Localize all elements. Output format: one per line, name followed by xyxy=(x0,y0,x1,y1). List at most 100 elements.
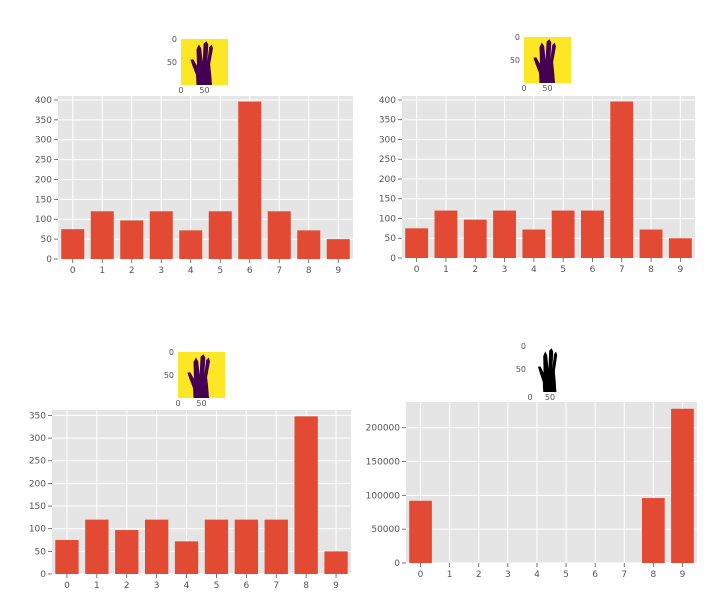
hand-silhouette xyxy=(538,348,558,392)
x-tick-label: 9 xyxy=(677,265,683,275)
y-tick-label: 200000 xyxy=(366,424,401,434)
thumb-x-tick-label: 50 xyxy=(196,399,206,408)
x-tick-label: 8 xyxy=(306,266,312,276)
y-tick-label: 100 xyxy=(379,214,396,224)
x-tick-label: 0 xyxy=(64,581,70,591)
y-tick-label: 250 xyxy=(35,156,52,166)
x-tick-label: 1 xyxy=(447,570,453,580)
y-tick-label: 100 xyxy=(35,215,52,225)
x-tick-label: 7 xyxy=(273,581,279,591)
thumb-x-tick-label: 50 xyxy=(542,84,552,93)
y-tick-label: 50 xyxy=(35,547,47,557)
hand-silhouette xyxy=(533,39,556,83)
bar-9 xyxy=(671,408,694,563)
bar-0 xyxy=(405,228,429,258)
x-tick-label: 3 xyxy=(154,581,160,591)
bar-1 xyxy=(90,211,114,259)
y-tick-label: 150 xyxy=(29,502,46,512)
y-tick-label: 350 xyxy=(379,116,396,126)
x-tick-label: 1 xyxy=(443,265,449,275)
x-tick-label: 8 xyxy=(303,581,309,591)
bar-1 xyxy=(434,210,458,258)
thumb-x-tick-label: 0 xyxy=(178,86,183,95)
x-tick-label: 6 xyxy=(592,570,598,580)
hand-silhouette xyxy=(190,41,213,85)
x-tick-label: 7 xyxy=(621,570,627,580)
y-tick-label: 0 xyxy=(46,255,52,265)
thumb-y-tick-label: 50 xyxy=(516,365,526,374)
y-tick-label: 150000 xyxy=(366,458,401,468)
bar-6 xyxy=(234,519,259,574)
y-tick-label: 300 xyxy=(29,434,46,444)
x-tick-label: 0 xyxy=(418,570,424,580)
hand-silhouette xyxy=(187,354,210,398)
y-tick-label: 50 xyxy=(385,234,397,244)
bar-2 xyxy=(115,530,139,574)
thumb-y-tick-label: 0 xyxy=(515,33,520,42)
thumb-y-tick-label: 50 xyxy=(164,371,174,380)
thumb-x-tick-label: 50 xyxy=(545,393,555,402)
y-tick-label: 250 xyxy=(379,155,396,165)
bar-8 xyxy=(297,230,321,259)
x-tick-label: 4 xyxy=(188,266,194,276)
bar-4 xyxy=(179,230,203,259)
subplot-4: 0 50000 100000 150000 200000 0 1 2 3 4 5 6 7 8 9 0 50 0 50 xyxy=(366,342,697,580)
y-tick-label: 350 xyxy=(35,116,52,126)
bar-5 xyxy=(208,211,232,259)
bar-8 xyxy=(639,229,663,258)
y-tick-label: 150 xyxy=(35,195,52,205)
thumb-x-tick-label: 0 xyxy=(175,399,180,408)
subplot-1: 0 50 100 150 200 250 300 350 400 0 1 2 3 4 5 6 7 8 9 0 50 0 50 xyxy=(35,35,353,276)
y-tick-label: 0 xyxy=(40,570,46,580)
x-tick-label: 2 xyxy=(472,265,478,275)
thumbnail-image xyxy=(181,39,228,85)
bar-3 xyxy=(493,210,516,258)
bar-7 xyxy=(267,211,291,259)
thumbnail-image xyxy=(538,348,558,392)
bar-0 xyxy=(55,540,79,574)
x-tick-label: 3 xyxy=(158,266,164,276)
x-tick-label: 6 xyxy=(243,581,249,591)
x-tick-label: 7 xyxy=(276,266,282,276)
thumbnail-image xyxy=(524,37,571,83)
bar-2 xyxy=(120,220,144,259)
x-tick-label: 9 xyxy=(333,581,339,591)
y-tick-label: 300 xyxy=(379,135,396,145)
x-tick-label: 8 xyxy=(648,265,654,275)
x-tick-label: 9 xyxy=(335,266,341,276)
y-tick-label: 100 xyxy=(29,525,46,535)
bar-0 xyxy=(61,229,85,259)
y-tick-label: 200 xyxy=(35,175,52,185)
x-tick-label: 4 xyxy=(534,570,540,580)
bar-5 xyxy=(204,519,229,574)
thumb-y-tick-label: 0 xyxy=(172,35,177,44)
x-tick-label: 1 xyxy=(99,266,105,276)
bar-1 xyxy=(85,519,109,574)
bar-8 xyxy=(294,416,318,574)
x-tick-label: 5 xyxy=(214,581,220,591)
bar-7 xyxy=(264,519,288,574)
y-tick-label: 300 xyxy=(35,136,52,146)
bar-6 xyxy=(581,210,604,258)
x-tick-label: 4 xyxy=(531,265,537,275)
subplot-2: 0 50 100 150 200 250 300 350 400 0 1 2 3 4 5 6 7 8 9 0 50 0 50 xyxy=(379,33,695,275)
y-tick-label: 50 xyxy=(41,235,53,245)
x-tick-label: 2 xyxy=(129,266,135,276)
bar-4 xyxy=(522,229,546,258)
y-tick-label: 200 xyxy=(379,175,396,185)
x-tick-label: 9 xyxy=(680,570,686,580)
x-tick-label: 2 xyxy=(124,581,130,591)
thumb-x-tick-label: 0 xyxy=(521,84,526,93)
bar-9 xyxy=(326,239,350,259)
bar-0 xyxy=(409,500,432,563)
bar-3 xyxy=(149,211,173,259)
bar-3 xyxy=(144,519,169,574)
y-tick-label: 350 xyxy=(29,411,46,421)
x-tick-label: 5 xyxy=(217,266,223,276)
x-tick-label: 0 xyxy=(70,266,76,276)
bar-8 xyxy=(642,498,665,563)
x-tick-label: 1 xyxy=(94,581,100,591)
y-tick-label: 150 xyxy=(379,195,396,205)
thumb-y-tick-label: 0 xyxy=(521,342,526,351)
